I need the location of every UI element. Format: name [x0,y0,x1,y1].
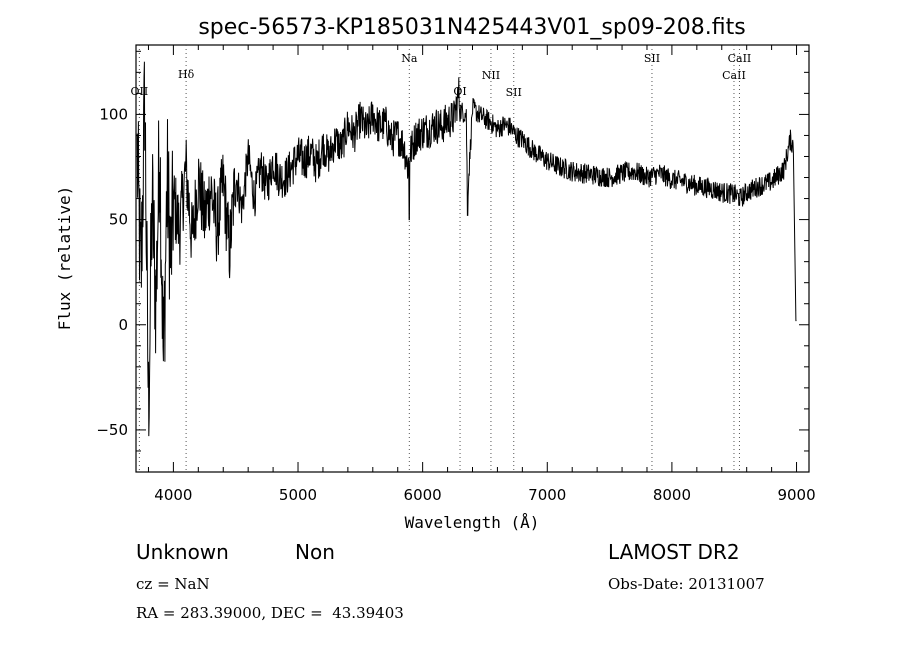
x-tick-label: 4000 [154,486,192,504]
obs-date: Obs-Date: 20131007 [608,575,765,593]
class-label: Unknown [136,540,229,564]
x-tick-label: 5000 [279,486,317,504]
spectral-line-label: OII [131,85,149,98]
cz-value: cz = NaN [136,575,210,593]
y-tick-label: −50 [96,421,128,439]
spectral-line-label: OI [453,85,466,98]
x-tick-label: 6000 [404,486,442,504]
x-tick-label: 7000 [528,486,566,504]
subclass-label: Non [295,540,335,564]
spectral-line-label: Hδ [178,68,195,81]
spectral-line-label: CaII [722,69,746,82]
spectral-line-label: NII [482,69,500,82]
y-tick-label: 50 [109,211,128,229]
x-tick-label: 9000 [777,486,815,504]
x-axis-label: Wavelength (Å) [405,513,540,532]
spectral-line-label: SII [506,86,522,99]
y-tick-label: 100 [99,105,128,123]
ra-dec-value: RA = 283.39000, DEC = 43.39403 [136,604,404,622]
axis-ticks [136,45,809,472]
spectrum-series-line [136,61,797,437]
spectral-line-label: Na [401,52,418,65]
spectral-line-label: CaII [728,52,752,65]
chart-title: spec-56573-KP185031N425443V01_sp09-208.f… [198,15,745,40]
axis-tick-labels: 4000 5000 6000 7000 8000 9000 −50 0 50 100 [96,105,815,504]
spectral-line-label: SII [644,52,660,65]
y-axis-label: Flux (relative) [55,186,74,331]
survey-label: LAMOST DR2 [608,540,740,564]
spectral-line-markers: OII Hδ Na OI NII SII SII CaII CaII [131,45,752,472]
x-tick-label: 8000 [653,486,691,504]
y-tick-label: 0 [118,316,128,334]
